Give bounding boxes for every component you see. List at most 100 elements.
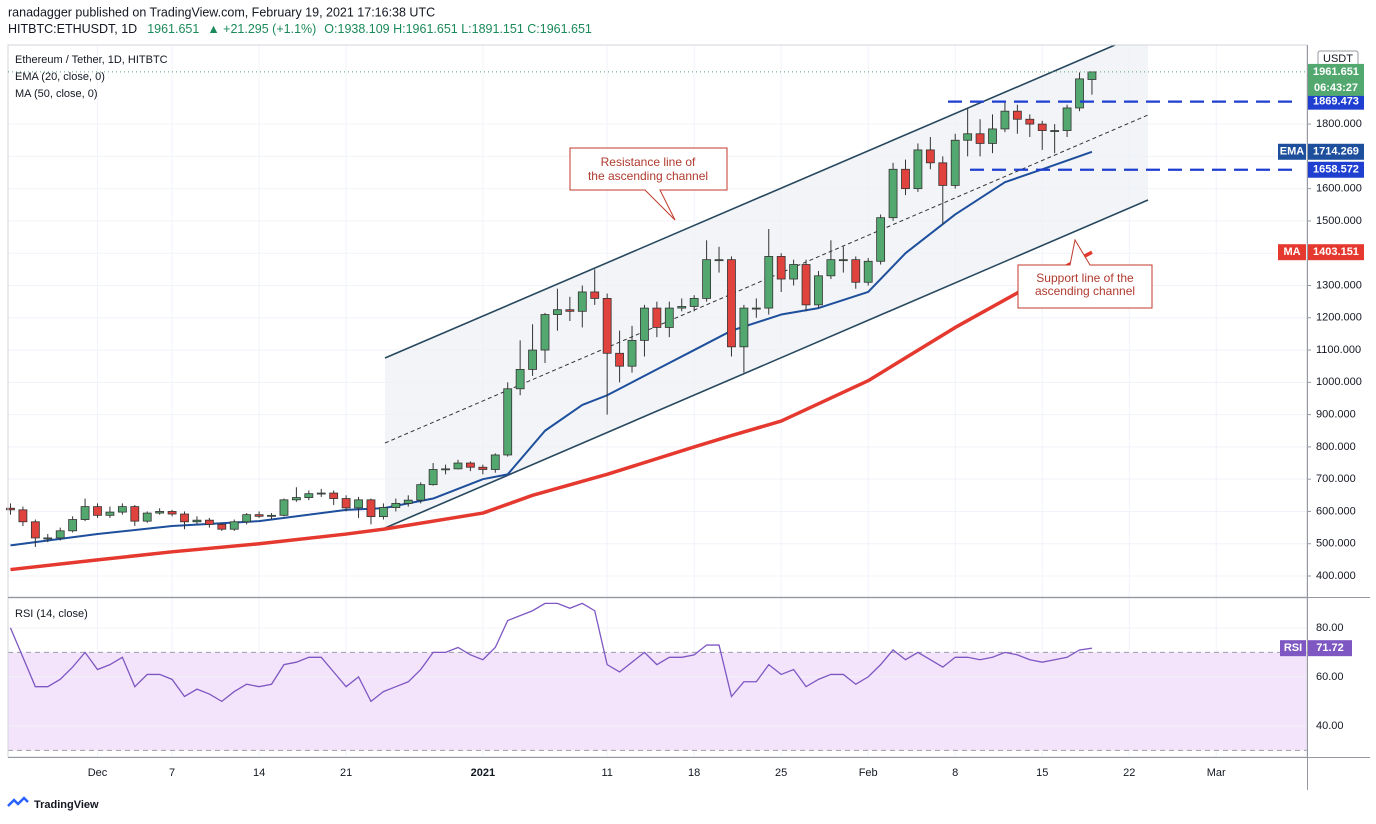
candle-body	[677, 306, 687, 309]
candle-body	[590, 291, 600, 299]
resistance-line	[384, 44, 1116, 359]
candle-body	[863, 260, 873, 283]
candle-body	[515, 369, 525, 390]
rsi-band	[8, 652, 1307, 751]
candle-body	[490, 454, 500, 470]
rsi-name-box	[1280, 640, 1306, 657]
last-price-label: 1961.651	[1313, 66, 1359, 78]
candle-body	[640, 307, 649, 341]
candle-body	[403, 499, 413, 504]
level-label: 1658.572	[1313, 164, 1359, 176]
symbol: HITBTC:ETHUSDT, 1D	[8, 22, 137, 36]
level-label: 1869.473	[1313, 96, 1359, 108]
candle-body	[1025, 118, 1035, 125]
overlay-line	[10, 250, 1093, 572]
candle-body	[229, 521, 239, 530]
candle-body	[180, 513, 189, 523]
candle-body	[117, 506, 127, 513]
y-tick-label: 1200.000	[1316, 312, 1362, 324]
candle-body	[1062, 107, 1072, 131]
candle-body	[714, 259, 724, 262]
overlay-name-box	[1278, 244, 1306, 261]
candle-body	[751, 307, 761, 310]
candle-body	[441, 468, 450, 471]
y-tick-label: 500.000	[1316, 538, 1356, 550]
candle-body	[155, 511, 165, 514]
overlay-name: MA	[1283, 246, 1300, 258]
level-box	[1308, 161, 1364, 178]
candle-body	[354, 499, 363, 509]
overlay-value-box	[1308, 244, 1364, 261]
y-tick-label: 900.000	[1316, 409, 1356, 421]
candle-body	[6, 507, 15, 511]
overlay-value: 1403.151	[1313, 246, 1359, 258]
x-tick-label: 18	[688, 767, 700, 779]
candle-body	[565, 309, 575, 312]
brand: TradingView	[34, 799, 99, 811]
candle-body	[428, 469, 438, 486]
y-tick-label: 1500.000	[1316, 215, 1362, 227]
rsi-title: RSI (14, close)	[15, 608, 88, 620]
candle-body	[1037, 123, 1047, 131]
candle-body	[553, 309, 562, 315]
candle-body	[130, 506, 140, 522]
x-tick-label: 2021	[471, 767, 495, 779]
last-price-box	[1308, 63, 1364, 96]
candle-body	[540, 314, 550, 351]
annotation-text: ascending channel	[1035, 284, 1135, 298]
candle-body	[913, 149, 923, 190]
candle-body	[105, 511, 115, 516]
x-tick-label: Feb	[859, 767, 878, 779]
header-quote: HITBTC:ETHUSDT, 1D 1961.651 ▲ +21.295 (+1.…	[8, 22, 592, 36]
candle-body	[291, 497, 301, 501]
candle-body	[988, 128, 997, 144]
price: 1961.651	[147, 22, 199, 36]
candle-body	[963, 133, 973, 141]
annotation-text: Support line of the	[1036, 271, 1134, 285]
candle-body	[1000, 110, 1010, 130]
candle-body	[727, 259, 736, 348]
candle-body	[466, 462, 475, 468]
candle-body	[93, 506, 102, 516]
candle-body	[689, 298, 699, 307]
x-tick-label: Dec	[88, 767, 108, 779]
candle-body	[416, 484, 426, 501]
candle-body	[528, 349, 537, 370]
candle-body	[577, 291, 587, 312]
candle-body	[453, 462, 463, 470]
y-tick-label: 1000.000	[1316, 376, 1362, 388]
rsi-tick-label: 80.00	[1316, 622, 1344, 634]
candle-body	[776, 256, 786, 280]
candle-body	[503, 388, 513, 456]
y-tick-label: 1600.000	[1316, 183, 1362, 195]
overlay-name: EMA	[1280, 146, 1305, 158]
candle-body	[1050, 130, 1060, 132]
annotation-text: Resistance line of	[601, 155, 696, 169]
candle-body	[789, 264, 799, 280]
logo	[7, 796, 29, 807]
candle-body	[217, 523, 227, 530]
candle-body	[702, 259, 712, 299]
candle-body	[68, 519, 78, 532]
candle-body	[30, 521, 40, 539]
candle-body	[1087, 71, 1097, 80]
x-tick-label: 11	[601, 767, 612, 779]
candle-body	[838, 259, 848, 262]
candle-body	[615, 352, 624, 367]
y-tick-label: 1800.000	[1316, 118, 1362, 130]
candle-body	[950, 139, 960, 186]
candle-body	[267, 514, 276, 517]
x-tick-label: 14	[253, 767, 265, 779]
candle-body	[925, 149, 935, 164]
candle-body	[888, 168, 898, 219]
y-tick-label: 1100.000	[1316, 344, 1361, 356]
candle-body	[304, 493, 314, 498]
level-box	[1308, 93, 1364, 110]
x-tick-label: 15	[1036, 767, 1048, 779]
candle-body	[242, 514, 252, 523]
candle-body	[1075, 78, 1084, 109]
candle-body	[652, 307, 662, 328]
rsi-value-box	[1308, 640, 1352, 657]
candle-body	[478, 466, 488, 470]
